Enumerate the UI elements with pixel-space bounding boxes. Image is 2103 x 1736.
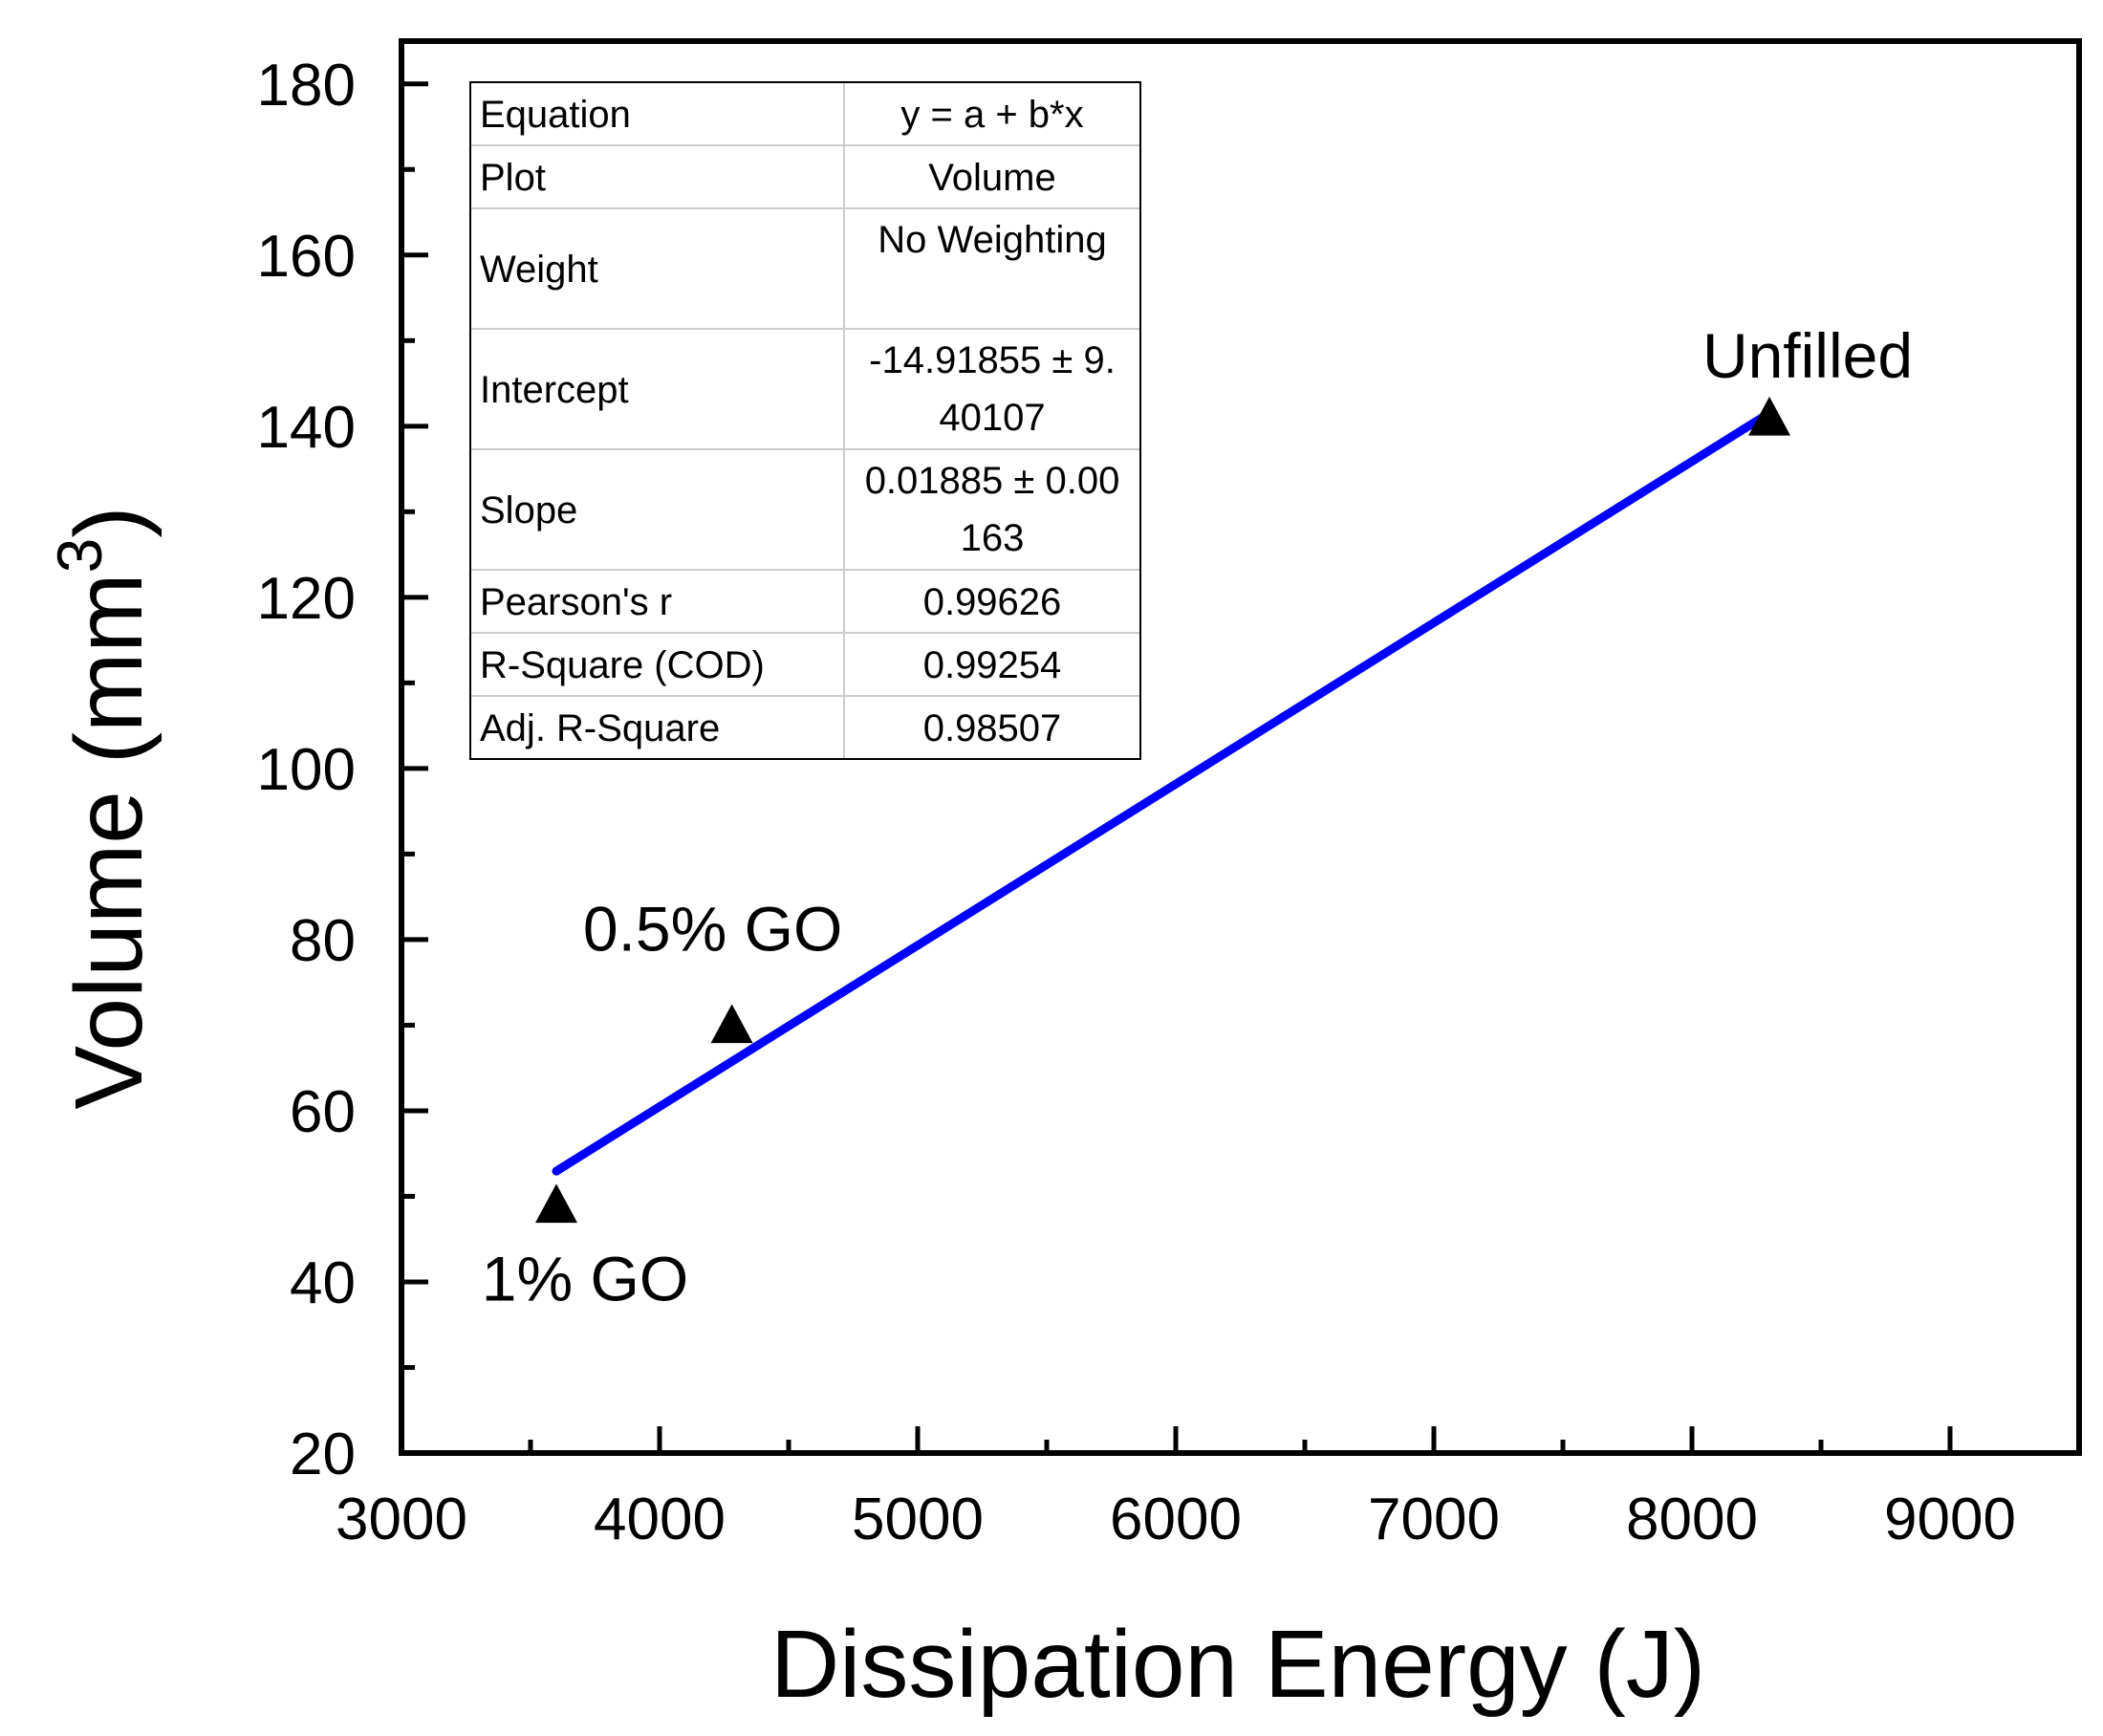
data-point-label: Unfilled — [1702, 320, 1913, 391]
y-tick-label: 60 — [290, 1079, 356, 1145]
data-point-triangle — [535, 1183, 577, 1224]
x-tick-label: 7000 — [1368, 1486, 1500, 1552]
y-tick-label: 20 — [290, 1421, 356, 1487]
y-tick-label: 140 — [257, 395, 356, 461]
table-row-label: Plot — [480, 157, 546, 199]
data-point-triangle — [1748, 396, 1790, 436]
table-row-value: 40107 — [939, 397, 1045, 439]
table-row-value: 0.98507 — [923, 707, 1062, 749]
x-tick-label: 3000 — [336, 1486, 467, 1552]
table-row-label: Slope — [480, 489, 577, 532]
y-axis-title-main: Volume (mm — [55, 573, 163, 1109]
table-row-value: No Weighting — [878, 219, 1106, 261]
x-tick-label: 4000 — [594, 1486, 726, 1552]
y-tick-label: 120 — [257, 566, 356, 632]
table-row-value: 0.99626 — [923, 581, 1062, 623]
x-tick-label: 8000 — [1626, 1486, 1758, 1552]
table-row-value: 0.99254 — [923, 644, 1062, 686]
table-row-value: 0.01885 ± 0.00 — [865, 460, 1120, 502]
y-tick-label: 160 — [257, 224, 356, 290]
table-row-value: 163 — [961, 517, 1025, 559]
fit-table-border — [469, 81, 1141, 760]
y-axis-title-close: ) — [55, 506, 163, 537]
data-point-label: 1% GO — [482, 1243, 688, 1313]
fit-line — [552, 408, 1774, 1176]
table-row-label: Weight — [480, 249, 598, 291]
table-row-label: Pearson's r — [480, 581, 672, 623]
table-row-value: y = a + b*x — [900, 94, 1083, 136]
y-axis-title-superscript: 3 — [44, 538, 115, 574]
data-point-label: 0.5% GO — [583, 893, 842, 964]
y-axis-title: Volume (mm3) — [44, 506, 163, 1109]
x-tick-label: 6000 — [1110, 1486, 1242, 1552]
table-row-value: -14.91855 ± 9. — [869, 339, 1116, 381]
plot-frame — [399, 38, 2082, 1456]
table-row-label: R-Square (COD) — [480, 644, 765, 686]
table-row-label: Intercept — [480, 369, 629, 411]
table-row-value: Volume — [928, 157, 1055, 199]
table-row-label: Adj. R-Square — [480, 707, 720, 749]
x-tick-label: 5000 — [852, 1486, 984, 1552]
y-tick-label: 100 — [257, 737, 356, 803]
x-axis-title: Dissipation Energy (J) — [770, 1611, 1705, 1718]
y-tick-label: 80 — [290, 908, 356, 974]
data-point-triangle — [710, 1004, 753, 1044]
table-row-label: Equation — [480, 94, 631, 136]
y-tick-label: 180 — [257, 53, 356, 119]
x-tick-label: 9000 — [1884, 1486, 2016, 1552]
y-tick-label: 40 — [290, 1250, 356, 1316]
